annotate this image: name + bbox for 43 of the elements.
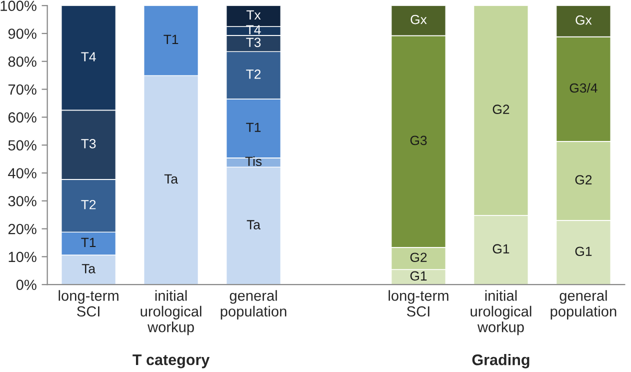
text: Grading (472, 354, 530, 368)
data-label: G3 (410, 136, 427, 146)
data-label: T1 (246, 122, 261, 132)
data-label: Gx (576, 15, 592, 25)
data-label: T4 (81, 52, 96, 62)
text: T category (132, 354, 210, 368)
data-label: G2 (410, 252, 427, 262)
data-label: Tx (246, 10, 261, 20)
data-label: Ta (246, 220, 260, 230)
data-label: G1 (575, 246, 592, 256)
y-tick-label: 90% (8, 28, 36, 39)
x-tick-label: long-term SCI (58, 290, 118, 317)
y-tick-label: 70% (8, 84, 36, 95)
y-tick-label: 100% (0, 0, 36, 12)
x-tick-label: initial urological workup (470, 290, 532, 336)
data-label: Ta (82, 264, 96, 274)
data-label: Tis (245, 156, 262, 166)
y-tick-label: 0% (16, 280, 36, 290)
y-tick-label: 20% (8, 224, 36, 234)
data-label: T2 (246, 70, 261, 79)
data-label: Gx (410, 14, 427, 24)
x-tick-label: long-term SCI (388, 290, 448, 317)
y-tick-label: 60% (8, 112, 36, 123)
data-label: G1 (492, 244, 510, 254)
y-tick-label: 40% (8, 168, 36, 178)
y-tick-label: 80% (8, 56, 36, 67)
data-label: Ta (164, 174, 178, 184)
data-label: G2 (575, 175, 592, 184)
x-tick-label: initial urological workup (140, 290, 202, 336)
y-tick-label: 50% (8, 140, 36, 151)
data-label: T4 (246, 25, 261, 34)
data-label: T3 (81, 139, 96, 148)
data-label: G1 (410, 271, 427, 281)
data-label: G2 (492, 104, 510, 114)
x-tick-label: general population (220, 290, 286, 320)
y-tick-label: 10% (8, 252, 36, 262)
data-label: G3/4 (570, 82, 598, 93)
data-label: T3 (246, 38, 261, 48)
data-label: T2 (81, 200, 96, 210)
y-tick-label: 30% (8, 196, 36, 206)
x-tick-label: general population (550, 290, 616, 320)
data-label: T1 (164, 34, 178, 44)
data-label: T1 (81, 238, 96, 247)
